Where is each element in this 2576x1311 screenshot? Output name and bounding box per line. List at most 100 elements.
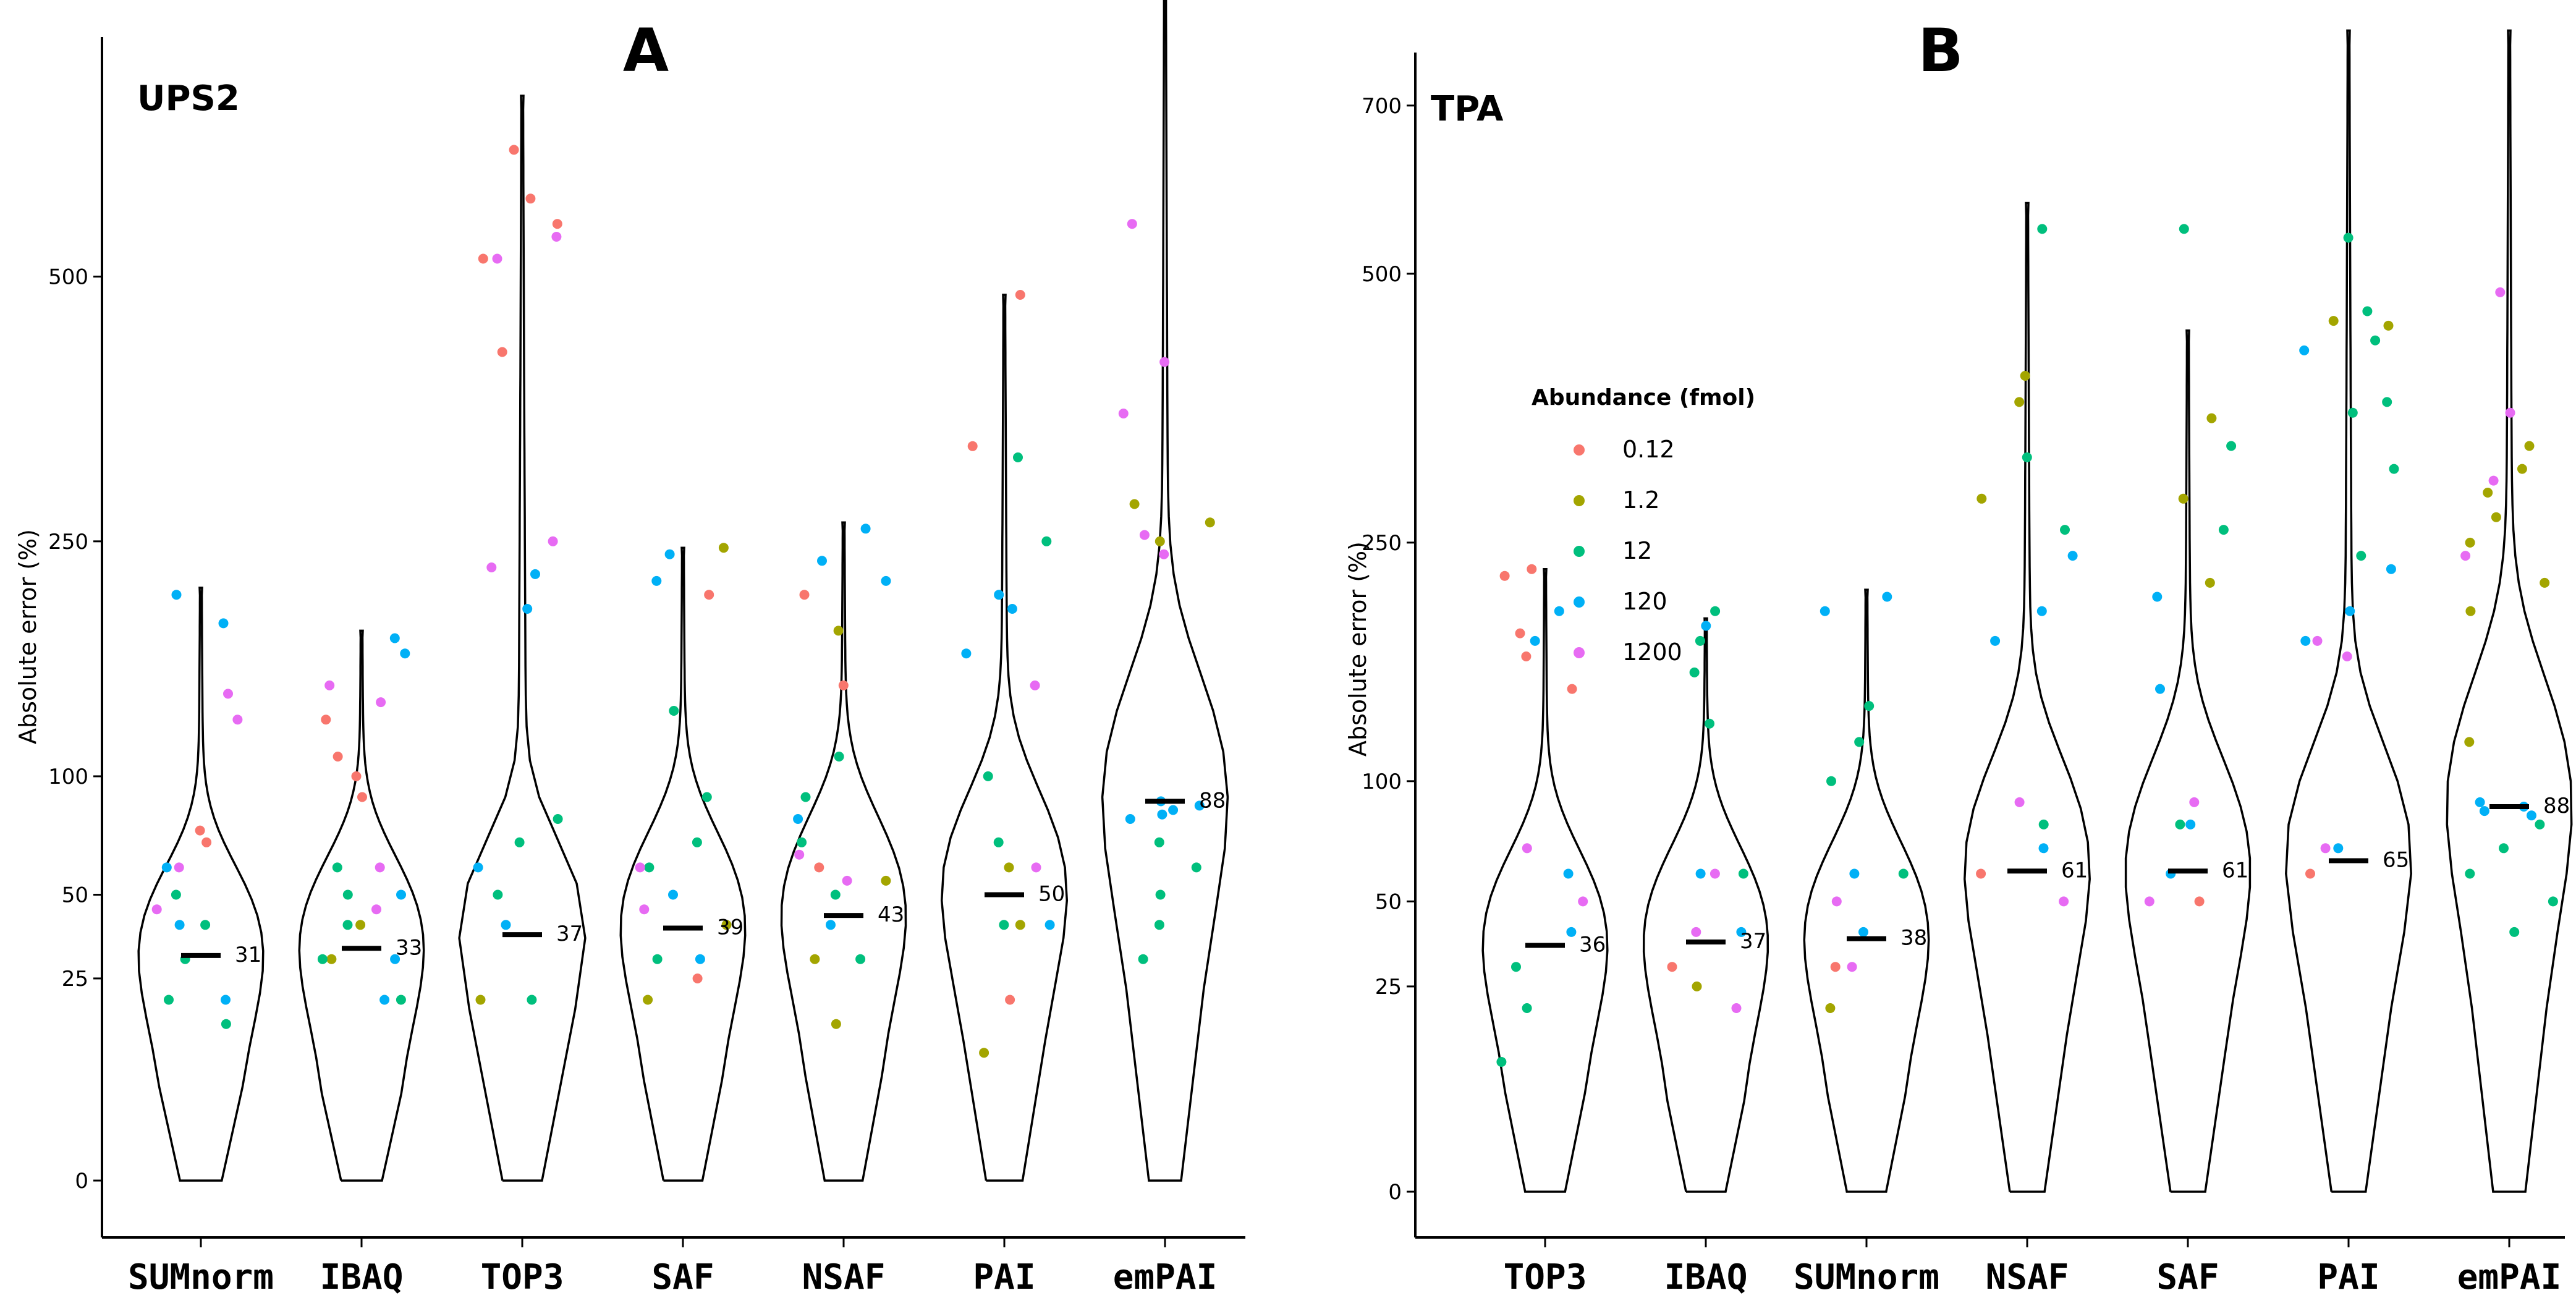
panel-b-y-tick-label: 25	[1375, 975, 1402, 999]
data-point	[983, 771, 993, 781]
panel-a-x-tick-label: IBAQ	[320, 1257, 404, 1297]
panel-b-violin	[2285, 29, 2412, 1193]
data-point	[1695, 635, 1705, 646]
data-point	[664, 549, 675, 559]
data-point	[799, 590, 810, 600]
data-point	[2540, 577, 2550, 588]
data-point	[2305, 868, 2315, 879]
panel-b-y-tick-label: 250	[1362, 531, 1402, 556]
data-point	[2495, 287, 2506, 297]
data-point	[492, 253, 502, 264]
panel-b: B TPA Absolute error (%) 0 25 50 100 250 500 7…	[1344, 16, 2573, 1297]
legend-label: 1.2	[1622, 486, 1659, 514]
panel-a-violin	[940, 294, 1069, 1182]
data-point	[171, 590, 182, 600]
data-point	[793, 814, 803, 824]
data-point	[1194, 800, 1205, 811]
data-point	[2370, 335, 2381, 346]
data-point	[855, 954, 866, 964]
panel-b-x-tick-label: PAI	[2317, 1257, 2379, 1297]
median-label: 39	[717, 915, 744, 940]
median-label: 37	[556, 922, 583, 946]
data-point	[2175, 819, 2185, 829]
panel-a-points	[151, 145, 1215, 1058]
data-point	[2312, 635, 2323, 646]
data-point	[2382, 397, 2392, 407]
data-point	[357, 792, 367, 802]
data-point	[1976, 493, 1987, 504]
data-point	[1015, 920, 1025, 930]
data-point	[639, 904, 650, 915]
data-point	[817, 556, 827, 566]
legend-swatch	[1574, 546, 1585, 557]
data-point	[475, 995, 486, 1005]
median-label: 88	[1199, 788, 1226, 813]
data-point	[635, 862, 645, 873]
data-point	[1566, 927, 1577, 937]
legend-label: 1200	[1622, 639, 1682, 666]
data-point	[695, 954, 705, 964]
data-point	[1864, 701, 1875, 711]
panel-a: A UPS2 Absolute error (%) 02550100250500…	[14, 0, 1245, 1297]
data-point	[473, 862, 483, 873]
data-point	[2226, 441, 2237, 451]
data-point	[794, 849, 805, 860]
panel-a-x-tick-label: SUMnorm	[128, 1257, 274, 1297]
data-point	[497, 347, 507, 357]
data-point	[2038, 843, 2049, 854]
median-label: 88	[2543, 794, 2570, 818]
panel-a-violin	[137, 587, 265, 1182]
data-point	[1695, 868, 1706, 879]
panel-b-violins	[1481, 29, 2573, 1193]
data-point	[201, 837, 212, 847]
legend-swatch	[1574, 647, 1585, 658]
data-point	[1005, 995, 1015, 1005]
panel-a-x-tick-label: TOP3	[481, 1257, 564, 1297]
panel-a-y-tick-label: 0	[75, 1169, 88, 1194]
panel-a-violin	[458, 95, 587, 1182]
data-point	[2320, 843, 2331, 854]
data-point	[1820, 606, 1830, 616]
panel-a-x-tick-label: emPAI	[1113, 1257, 1218, 1297]
data-point	[375, 862, 385, 873]
data-point	[1689, 667, 1700, 677]
data-point	[2218, 525, 2229, 535]
legend-label: 12	[1622, 537, 1652, 564]
panel-b-x-ticks: TOP3 IBAQ SUMnorm NSAF SAF PAI emPAI	[1504, 1237, 2561, 1297]
median-label: 38	[1900, 926, 1927, 951]
data-point	[1710, 606, 1721, 616]
data-point	[2524, 441, 2535, 451]
data-point	[2475, 797, 2485, 807]
panel-b-violin	[1803, 588, 1930, 1193]
data-point	[2328, 316, 2339, 326]
data-point	[2465, 537, 2475, 548]
data-point	[389, 633, 400, 643]
panel-a-y-tick-label: 50	[62, 883, 88, 908]
data-point	[1738, 868, 1748, 879]
data-point	[1563, 868, 1574, 879]
data-point	[814, 862, 824, 873]
panel-a-title: UPS2	[137, 78, 240, 119]
data-point	[396, 995, 406, 1005]
data-point	[2347, 407, 2358, 418]
data-point	[2383, 320, 2394, 331]
data-point	[1831, 896, 1842, 907]
panel-b-violin	[1642, 617, 1769, 1193]
data-point	[2509, 927, 2520, 937]
data-point	[1731, 1003, 1742, 1013]
data-point	[151, 904, 162, 915]
panel-a-violin	[298, 629, 425, 1182]
data-point	[333, 752, 343, 762]
data-point	[2483, 488, 2493, 498]
data-point	[833, 626, 844, 636]
data-point	[1154, 837, 1164, 847]
data-point	[548, 536, 558, 546]
data-point	[668, 889, 678, 900]
data-point	[1990, 635, 2001, 646]
data-point	[509, 145, 519, 155]
median-label: 31	[235, 943, 261, 967]
data-point	[1736, 927, 1747, 937]
panel-b-letter: B	[1918, 16, 1963, 85]
data-point	[1205, 517, 1215, 528]
median-label: 33	[396, 935, 422, 960]
